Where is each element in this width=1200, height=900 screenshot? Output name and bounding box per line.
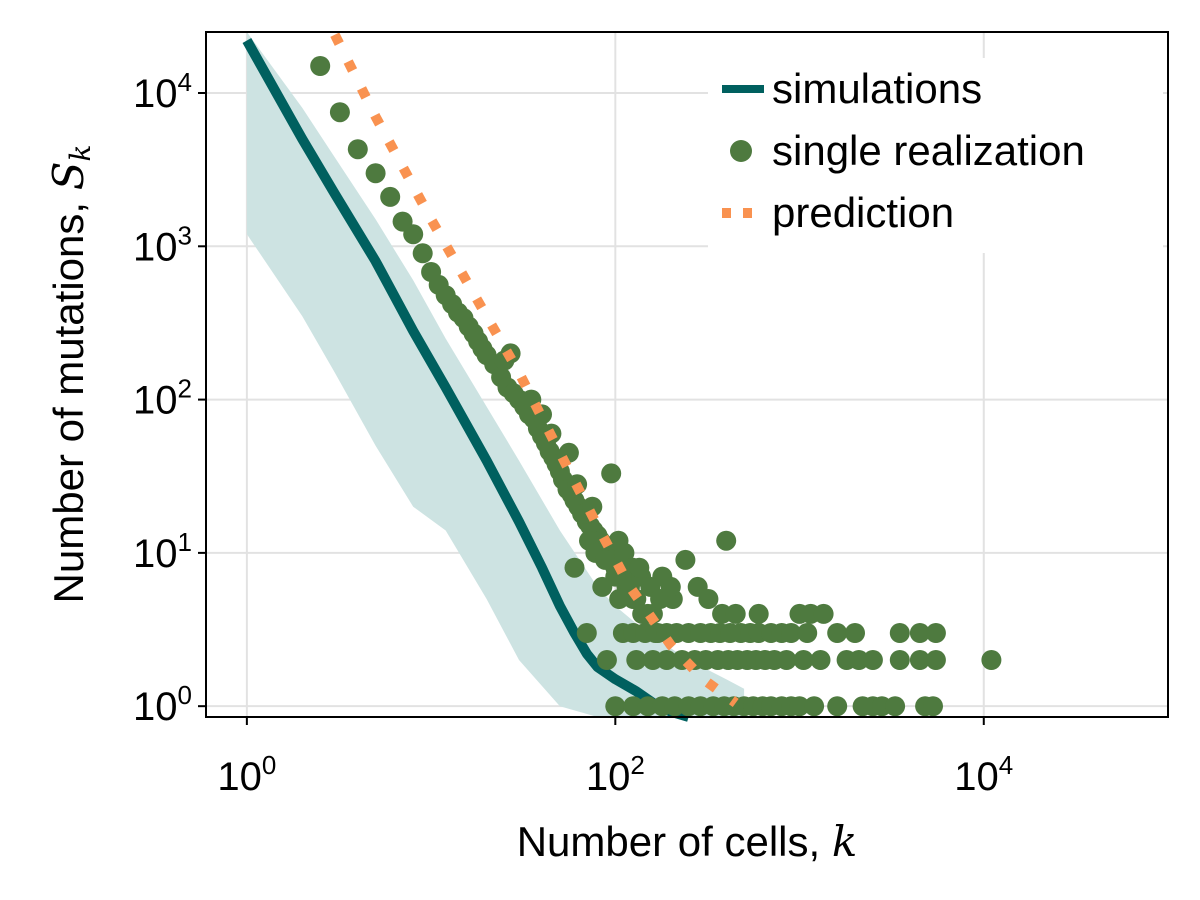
single-realization-point <box>981 650 1002 670</box>
x-tick-label: 104 <box>954 750 1013 799</box>
y-axis-label: Number of mutations, Sk <box>44 145 97 604</box>
y-tick-label: 103 <box>133 220 192 269</box>
single-realization-point <box>637 696 658 717</box>
single-realization-point <box>889 623 910 643</box>
simulations-line <box>242 38 691 722</box>
single-realization-point <box>623 696 644 717</box>
single-realization-point <box>576 623 597 643</box>
single-realization-point <box>596 650 617 670</box>
single-realization-point <box>793 650 814 670</box>
legend: simulations single realization predictio… <box>708 58 1163 253</box>
single-realization-point <box>642 650 663 670</box>
single-realization-point <box>656 650 677 670</box>
single-realization-point <box>889 650 910 670</box>
x-axis-label: Number of cells, k <box>517 817 858 866</box>
single-realization-point <box>925 650 946 670</box>
single-realization-point <box>810 650 831 670</box>
legend-simulations-label: simulations <box>772 65 982 112</box>
single-realization-point <box>862 650 883 670</box>
plot-frame <box>205 31 1169 718</box>
y-tick-label: 101 <box>133 527 192 576</box>
single-realization-point <box>845 623 865 643</box>
single-realization-point <box>609 589 630 609</box>
single-realization-point <box>797 623 818 643</box>
single-realization-point <box>664 696 685 717</box>
single-realization-point <box>347 139 368 160</box>
single-realization-point <box>605 696 626 717</box>
single-realization-point <box>698 589 719 609</box>
single-realization-point <box>329 102 350 123</box>
x-tick-label: 102 <box>586 750 645 799</box>
simulations-series <box>242 38 691 722</box>
legend-single-realization-label: single realization <box>772 127 1085 174</box>
y-tick-label: 102 <box>133 374 192 423</box>
single-realization-point <box>675 549 696 570</box>
single-realization-point <box>629 557 650 578</box>
single-realization-point <box>923 696 943 717</box>
single-realization-point <box>789 696 810 717</box>
single-realization-point <box>660 576 681 597</box>
single-realization-point <box>380 186 401 207</box>
single-realization-point <box>310 56 331 76</box>
single-realization-point <box>885 696 906 717</box>
single-realization-point <box>626 650 647 670</box>
single-realization-point <box>564 557 585 578</box>
single-realization-point <box>813 603 834 624</box>
single-realization-point <box>716 530 737 551</box>
single-realization-point <box>925 623 946 643</box>
single-realization-point <box>848 650 869 670</box>
legend-background <box>708 58 1163 253</box>
single-realization-point <box>595 549 616 570</box>
x-axis-ticks: 100 102 104 <box>217 717 1013 799</box>
simulation-range-band <box>246 32 745 717</box>
single-realization-point <box>776 650 797 670</box>
single-realization-point <box>601 463 622 484</box>
single-realization-point <box>725 603 746 624</box>
y-tick-label: 104 <box>133 67 192 116</box>
single-realization-point <box>403 224 424 245</box>
single-realization-point <box>365 163 386 184</box>
single-realization-point <box>748 603 769 624</box>
legend-prediction-label: prediction <box>772 189 954 236</box>
single-realization-point <box>909 623 930 643</box>
single-realization-point <box>582 496 603 517</box>
legend-single-realization-swatch <box>730 140 752 162</box>
single-realization-point <box>781 623 802 643</box>
single-realization-point <box>909 650 930 670</box>
y-tick-label: 100 <box>133 680 192 729</box>
single-realization-point <box>614 542 635 563</box>
x-tick-label: 100 <box>217 750 276 799</box>
simulation-range-area <box>246 32 745 717</box>
single-realization-series <box>310 56 1002 717</box>
single-realization-point <box>412 243 433 264</box>
single-realization-point <box>804 696 825 717</box>
y-axis-ticks: 100 101 102 103 104 <box>133 67 206 729</box>
single-realization-point <box>827 696 848 717</box>
single-realization-point <box>827 623 848 643</box>
